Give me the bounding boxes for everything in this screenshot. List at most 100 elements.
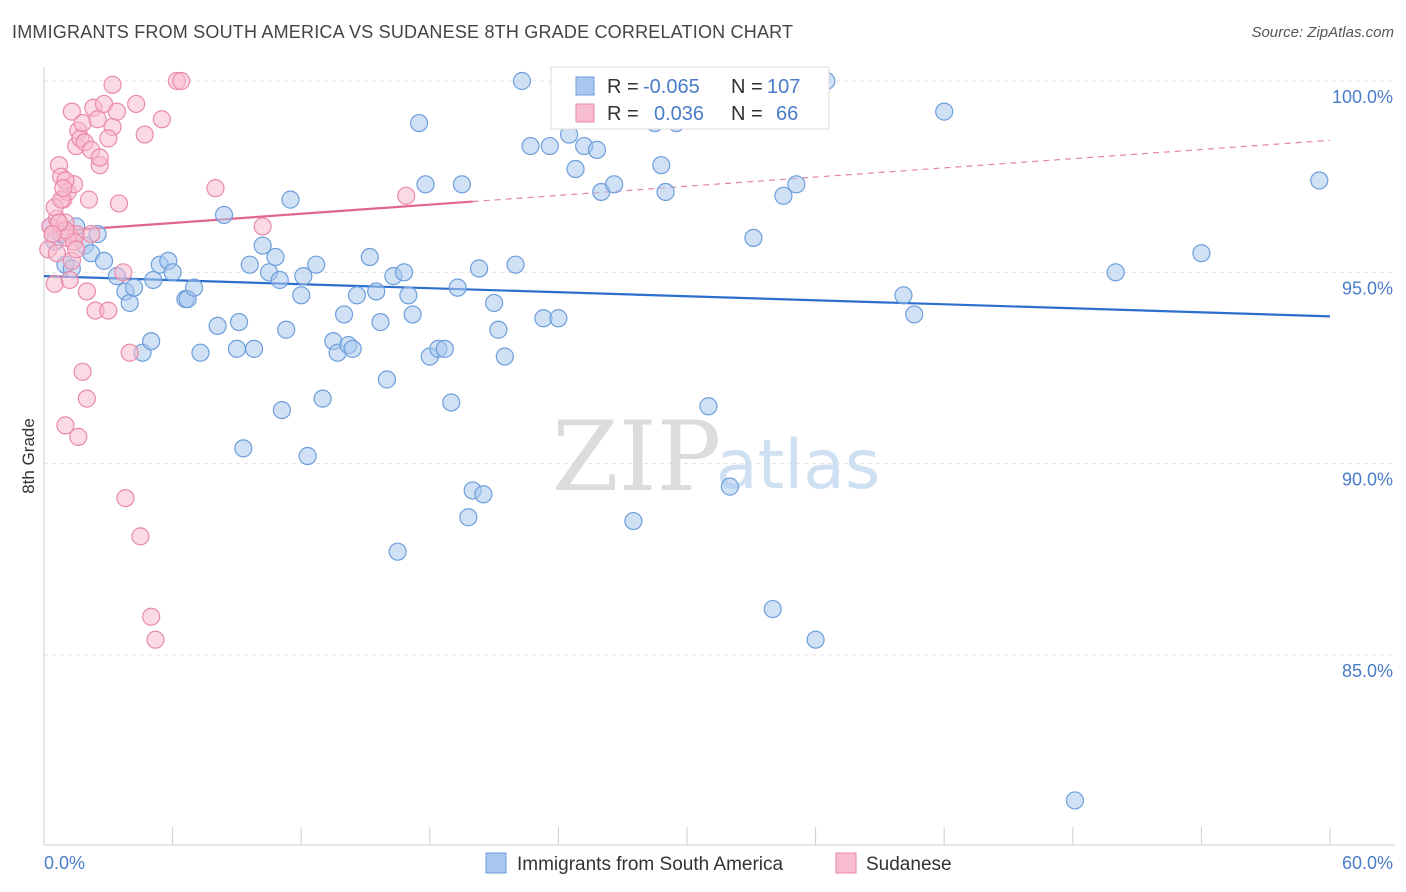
point-immigrants — [656, 182, 675, 202]
point-sudanese — [43, 224, 62, 244]
point-sudanese — [99, 301, 118, 320]
point-sudanese — [77, 389, 96, 408]
point-sudanese — [127, 94, 146, 114]
point-sudanese — [131, 527, 150, 546]
point-immigrants — [448, 278, 467, 297]
point-immigrants — [281, 190, 300, 209]
legend-n-label-pink: N = — [731, 103, 763, 125]
point-sudanese — [120, 343, 139, 362]
point-immigrants — [935, 102, 954, 121]
legend-box — [550, 66, 830, 130]
point-immigrants — [214, 205, 234, 225]
point-sudanese — [77, 282, 96, 301]
point-immigrants — [229, 312, 249, 332]
point-immigrants — [435, 339, 454, 358]
point-sudanese — [62, 102, 81, 121]
x-tick-label: 60.0% — [1342, 853, 1393, 873]
watermark: ZIP atlas — [552, 401, 880, 513]
point-immigrants — [124, 278, 144, 297]
point-immigrants — [652, 156, 671, 175]
point-immigrants — [394, 263, 414, 282]
point-immigrants — [409, 113, 429, 133]
point-immigrants — [294, 267, 313, 286]
legend-r-value-pink: 0.036 — [654, 103, 704, 125]
point-sudanese — [114, 263, 133, 282]
point-immigrants — [298, 446, 317, 466]
point-immigrants — [234, 439, 253, 458]
point-immigrants — [416, 175, 435, 194]
point-immigrants — [452, 175, 472, 194]
point-immigrants — [367, 282, 386, 301]
point-sudanese — [135, 125, 154, 144]
source-credit: Source: ZipAtlas.com — [1251, 24, 1394, 41]
legend-r-label-blue: R = — [607, 76, 639, 98]
point-immigrants — [489, 320, 508, 339]
point-immigrants — [253, 236, 272, 255]
point-immigrants — [208, 316, 227, 336]
point-immigrants — [277, 320, 296, 339]
legend-n-value-blue: 107 — [767, 76, 800, 98]
point-immigrants — [343, 339, 362, 358]
point-sudanese — [103, 75, 122, 94]
point-immigrants — [1192, 244, 1211, 263]
point-immigrants — [495, 347, 514, 366]
point-sudanese — [107, 102, 126, 121]
trend-line-sudanese — [43, 200, 473, 234]
point-immigrants — [371, 312, 390, 332]
point-sudanese — [73, 113, 92, 133]
point-immigrants — [272, 400, 292, 420]
trend-line-immigrants — [43, 275, 1331, 318]
point-sudanese — [45, 274, 64, 293]
point-immigrants — [905, 305, 924, 324]
point-immigrants — [549, 309, 568, 328]
point-sudanese — [397, 186, 416, 205]
point-immigrants — [894, 286, 913, 305]
chart-title: IMMIGRANTS FROM SOUTH AMERICA VS SUDANES… — [12, 22, 794, 42]
watermark-zip: ZIP — [552, 401, 721, 513]
point-sudanese — [146, 630, 165, 649]
point-immigrants — [120, 293, 139, 313]
point-immigrants — [1106, 263, 1125, 282]
y-tick-label: 100.0% — [1332, 87, 1393, 107]
point-immigrants — [399, 286, 418, 305]
point-immigrants — [191, 343, 210, 362]
point-sudanese — [69, 427, 88, 446]
point-sudanese — [73, 362, 92, 381]
point-immigrants — [474, 485, 493, 504]
point-immigrants — [1065, 791, 1085, 810]
point-sudanese — [253, 217, 272, 236]
point-immigrants — [763, 599, 782, 619]
point-immigrants — [334, 305, 354, 324]
point-immigrants — [142, 332, 161, 351]
point-sudanese — [142, 607, 161, 626]
bottom-legend-label-blue: Immigrants from South America — [517, 854, 784, 875]
trend-lines — [43, 139, 1331, 318]
point-immigrants — [240, 255, 259, 274]
bottom-legend-swatch-blue — [485, 852, 507, 874]
point-immigrants — [388, 542, 407, 561]
point-immigrants — [512, 71, 532, 91]
legend-n-value-pink: 66 — [776, 103, 798, 125]
point-immigrants — [292, 286, 311, 305]
point-sudanese — [116, 489, 135, 508]
point-immigrants — [184, 278, 204, 297]
y-tick-labels: 85.0% 90.0% 95.0% 100.0% — [1332, 87, 1393, 681]
legend-swatch-blue — [575, 76, 595, 96]
point-sudanese — [99, 129, 118, 148]
point-immigrants — [774, 186, 793, 205]
point-sudanese — [56, 416, 75, 435]
watermark-atlas: atlas — [716, 426, 880, 505]
legend-swatch-pink — [575, 103, 595, 123]
point-sudanese — [79, 190, 99, 209]
point-immigrants — [521, 136, 540, 156]
x-tick-labels: 0.0% 60.0% — [44, 853, 1393, 873]
point-immigrants — [266, 247, 285, 267]
point-sudanese — [90, 148, 109, 167]
point-sudanese — [82, 224, 101, 244]
point-immigrants — [720, 477, 739, 496]
point-immigrants — [163, 263, 182, 282]
x-tick-label: 0.0% — [44, 853, 85, 873]
point-immigrants — [506, 255, 525, 274]
point-immigrants — [94, 251, 114, 270]
point-immigrants — [227, 339, 246, 358]
